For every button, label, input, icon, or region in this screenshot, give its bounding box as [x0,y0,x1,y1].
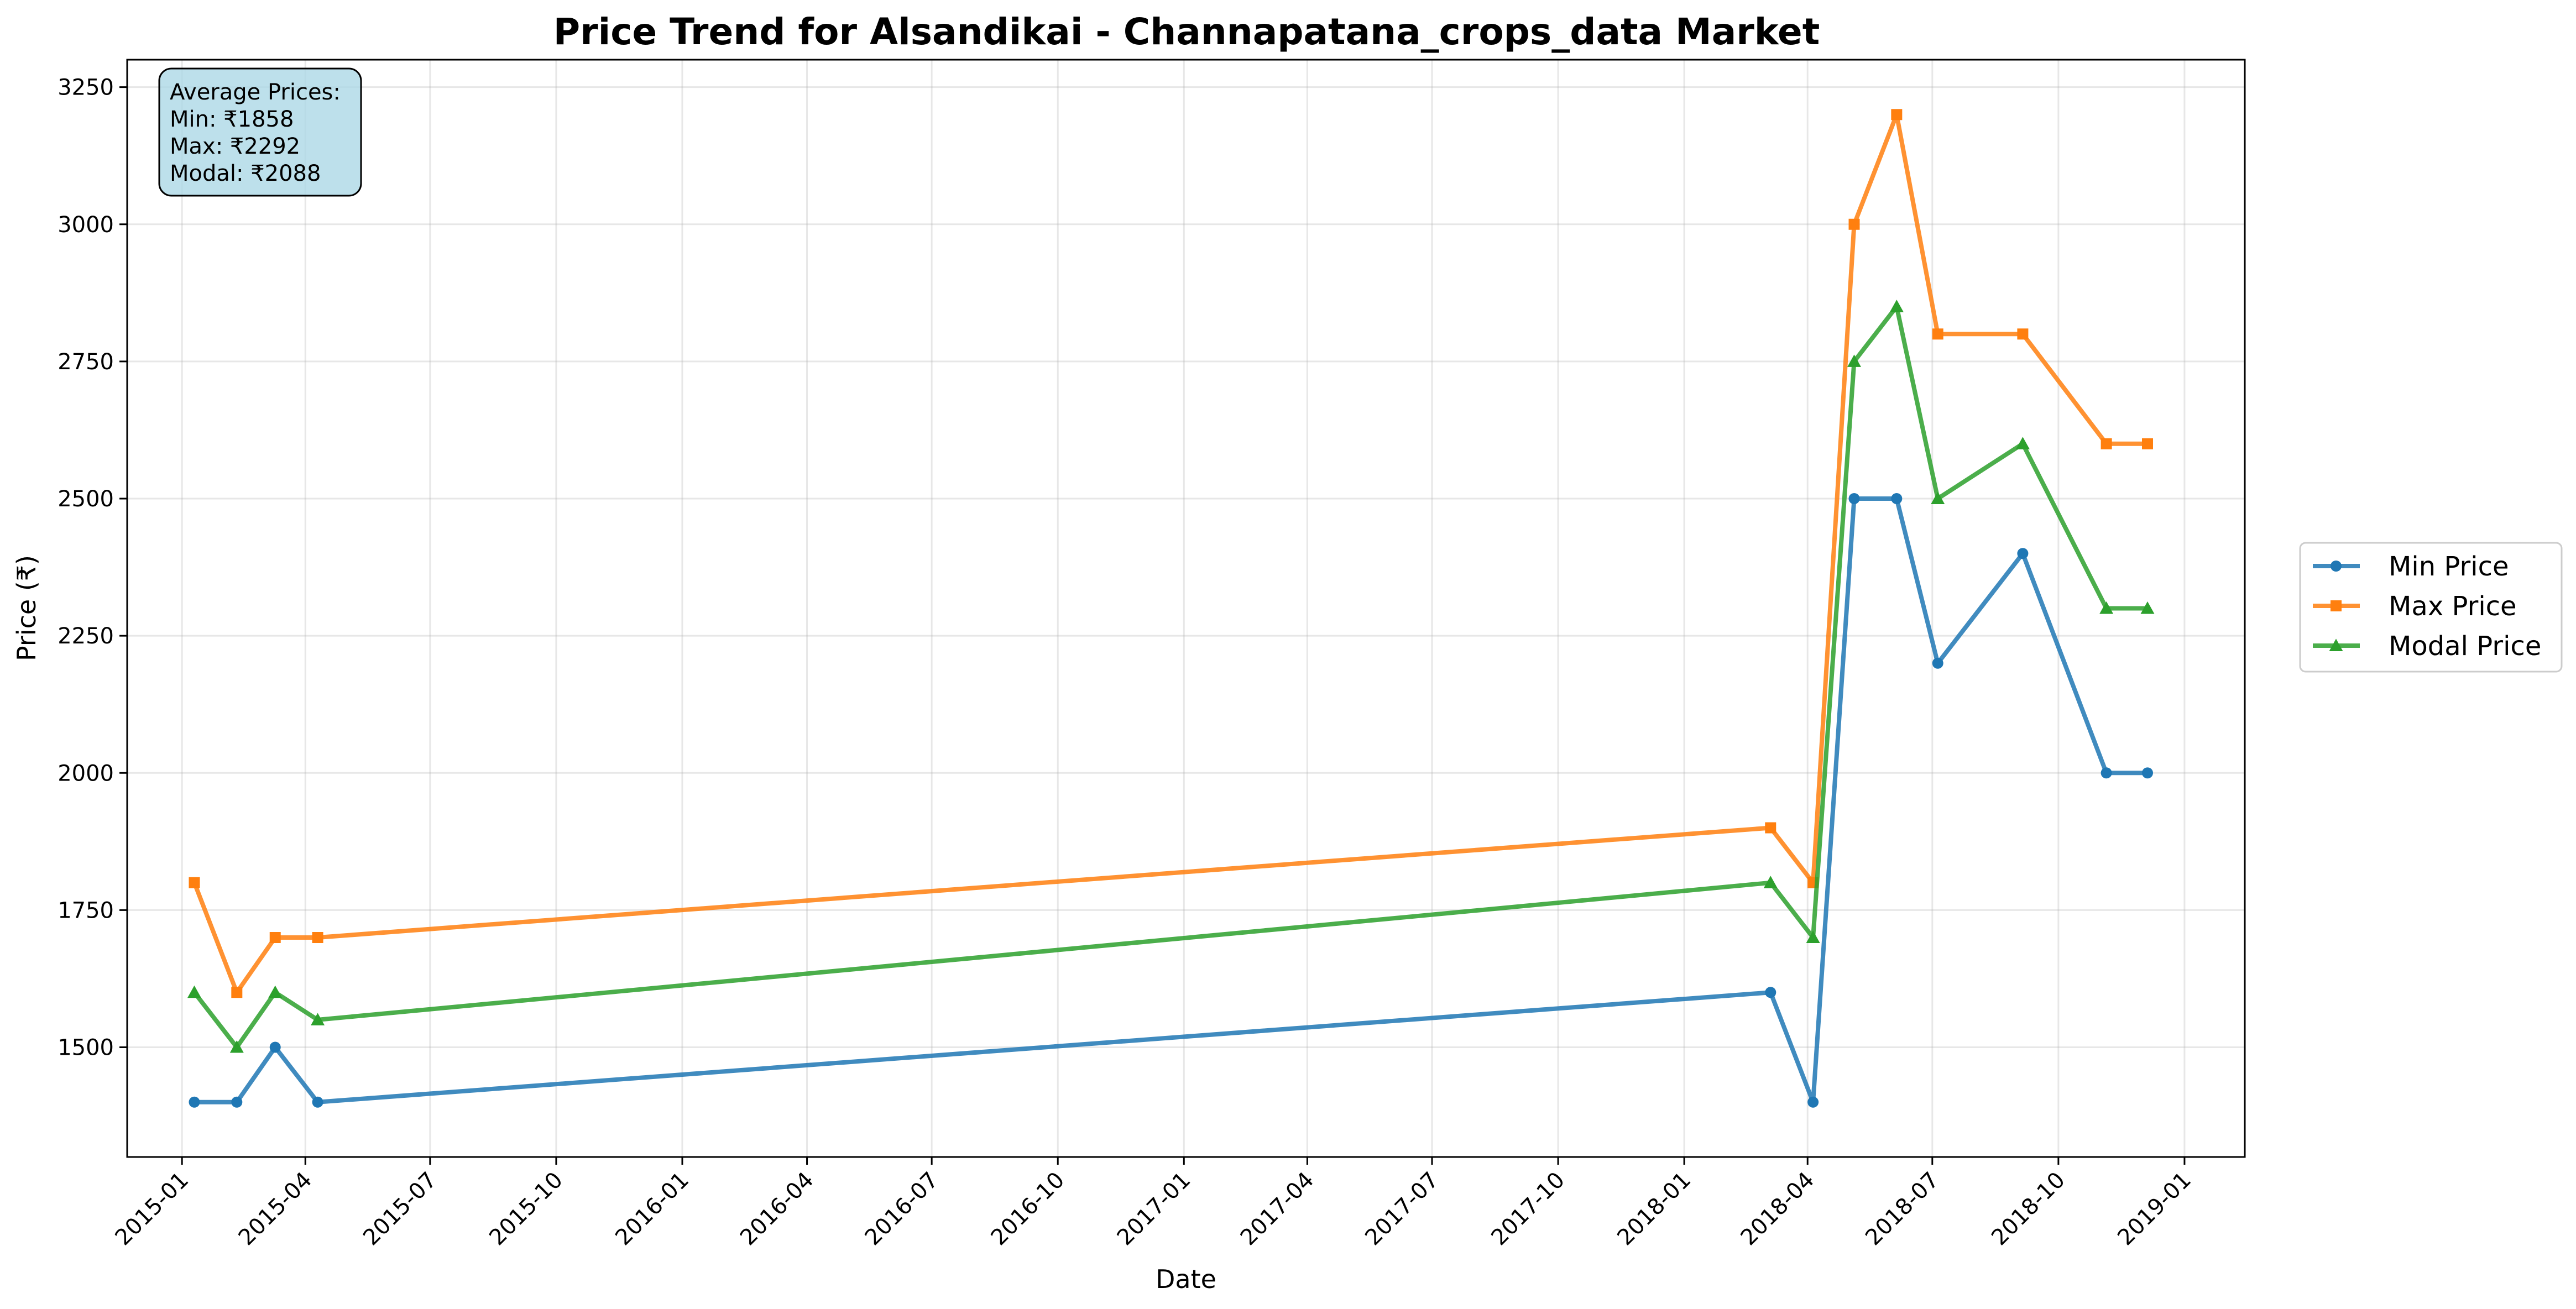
modal-price-point [1806,930,1820,943]
legend-label: Max Price [2389,591,2517,622]
y-tick-label: 2000 [58,761,114,786]
y-tick-label: 3250 [58,75,114,101]
max-price-point [1848,218,1860,230]
max-price-line [192,112,2150,995]
legend-label: Modal Price [2389,631,2541,662]
max-price-point [2017,328,2029,340]
legend-marker [2329,638,2343,651]
legend-frame [2299,542,2563,673]
min-price-point [1891,493,1903,504]
modal-price-line [192,304,2150,1050]
max-price-point [269,932,281,943]
min-price-point [231,1096,243,1108]
min-price-point [2017,548,2029,559]
legend-item-max-price: Max Price [2313,591,2517,622]
legend: Min Price Max Price Modal Price [2299,542,2563,673]
y-axis-label: Price (₹) [12,555,41,661]
chart-title: Price Trend for Alsandikai - Channapatan… [553,11,1820,53]
modal-price-point [2099,601,2114,614]
min-price-point [1932,657,1943,669]
min-price-point [189,1096,200,1108]
legend-item-modal-price: Modal Price [2313,631,2541,662]
min-price-point [2100,767,2112,779]
modal-price-point [229,1040,244,1053]
min-price-point [2141,767,2153,779]
modal-price-point [187,985,201,998]
legend-label: Min Price [2389,551,2509,582]
y-tick-label: 2750 [58,349,114,375]
modal-price-point [268,985,283,998]
annotation-line: Min: ₹1858 [170,107,294,132]
min-price-series [189,493,2153,1108]
legend-marker [2331,561,2342,572]
y-tick-label: 2500 [58,486,114,512]
modal-price-point [1847,354,1861,367]
plot-area-frame [126,59,2246,1158]
annotation-box [158,67,362,197]
min-price-point [1807,1096,1819,1108]
min-price-line [192,496,2150,1104]
modal-price-point [2140,601,2155,614]
max-price-point [189,877,200,888]
modal-price-point [1763,876,1778,888]
y-tick-label: 1750 [58,898,114,923]
y-tick-label: 2250 [58,624,114,649]
annotation-line: Modal: ₹2088 [170,161,321,186]
modal-price-point [1889,300,1904,312]
max-price-point [2100,438,2112,449]
max-price-point [231,987,243,998]
annotation-line: Max: ₹2292 [170,134,300,159]
x-axis-label: Date [1156,1264,1216,1294]
max-price-point [1932,328,1943,340]
max-price-point [1765,822,1776,834]
legend-marker [2331,600,2342,611]
min-price-point [312,1096,323,1108]
y-tick-label: 1500 [58,1035,114,1061]
series-layer [187,109,2155,1108]
modal-price-point [1931,491,1945,504]
min-price-point [1765,987,1776,998]
min-price-point [269,1041,281,1053]
legend-item-min-price: Min Price [2313,551,2509,582]
min-price-point [1848,493,1860,504]
max-price-point [312,932,323,943]
modal-price-series [187,300,2155,1053]
annotation-line: Average Prices: [170,80,341,105]
max-price-point [2141,438,2153,449]
y-tick-label: 3000 [58,212,114,238]
modal-price-point [311,1013,325,1025]
max-price-point [1891,109,1903,121]
modal-price-point [2015,437,2030,449]
